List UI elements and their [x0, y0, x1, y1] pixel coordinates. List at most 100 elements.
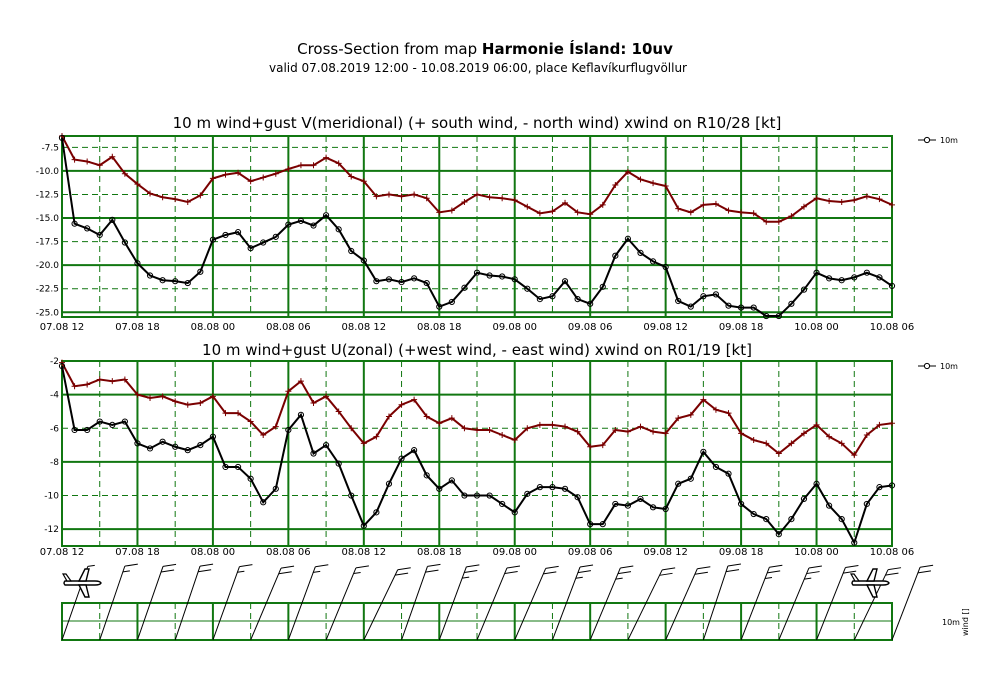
gust-point: [285, 388, 292, 395]
wind-point: [599, 283, 606, 290]
gust-point: [209, 175, 216, 182]
wind-point: [159, 438, 166, 445]
barb-feather: [727, 563, 742, 567]
x-tick-label: 09.08 00: [492, 547, 537, 558]
x-tick-label: 09.08 18: [719, 322, 764, 333]
wind-point: [574, 295, 581, 303]
gust-point: [486, 426, 493, 433]
chart-panel-meridional: 10 m wind+gust V(meridional) (+ south wi…: [36, 114, 958, 333]
gust-point: [59, 359, 65, 366]
wind-point: [888, 282, 896, 289]
wind-point: [209, 433, 217, 440]
wind-point: [411, 447, 418, 454]
wind-point: [310, 222, 317, 229]
x-tick-label: 09.08 12: [643, 547, 688, 558]
y-tick-label: -22.5: [36, 285, 59, 295]
y-tick-label: -20.0: [36, 261, 60, 271]
gust-point: [109, 378, 116, 385]
wind-barb: [287, 564, 329, 641]
gust-point: [209, 393, 216, 400]
barb-shaft: [363, 569, 399, 641]
wind-point: [146, 272, 154, 279]
gust-point: [411, 191, 418, 198]
wind-point: [96, 231, 103, 239]
gust-point: [738, 430, 745, 437]
x-tick-label: 10.08 06: [870, 322, 915, 333]
x-tick-label: 07.08 12: [40, 547, 85, 558]
wind-point: [398, 455, 405, 462]
gust-point: [323, 154, 330, 161]
wind-point: [536, 484, 543, 491]
barb-feather: [280, 565, 295, 569]
gust-point: [637, 176, 644, 183]
wings: [865, 568, 878, 598]
gust-point: [297, 162, 304, 169]
wind-barb: [740, 564, 783, 641]
barb-feather: [239, 564, 253, 568]
y-tick-label: -6: [50, 424, 59, 434]
wind-barb: [702, 563, 742, 641]
gust-point: [323, 393, 330, 400]
gust-point: [436, 209, 443, 216]
gust-point: [637, 423, 644, 430]
x-tick-label: 10.08 00: [794, 322, 839, 333]
x-tick-label: 08.08 00: [191, 547, 236, 558]
gust-point: [511, 197, 518, 204]
wind-point: [637, 495, 644, 503]
wind-barb: [627, 567, 676, 641]
gust-point: [889, 420, 895, 427]
wind-point: [561, 278, 569, 285]
gust-point: [851, 452, 858, 459]
wind-point: [649, 504, 657, 511]
gust-point: [348, 425, 355, 432]
barb-half-feather: [804, 577, 812, 580]
barb-feather: [725, 569, 740, 573]
barb-shaft: [287, 566, 316, 641]
gust-point: [876, 421, 883, 428]
wind-point: [285, 426, 292, 434]
gust-point: [524, 203, 531, 210]
gust-point: [662, 182, 669, 189]
wind-point: [385, 480, 393, 487]
wind-point: [737, 304, 745, 311]
gust-point: [109, 153, 116, 160]
gust-point: [863, 193, 870, 200]
gust-point: [235, 410, 242, 417]
barb-axis-label: wind []: [961, 608, 970, 636]
wind-point: [851, 274, 858, 281]
wind-point: [411, 275, 418, 282]
barb-shaft: [438, 566, 467, 641]
wind-point: [612, 252, 619, 259]
barb-shaft: [778, 567, 810, 641]
wind-point: [360, 257, 367, 264]
y-tick-label: -7.5: [41, 143, 59, 153]
gust-point: [662, 430, 669, 437]
chart-title: 10 m wind+gust U(zonal) (+west wind, - e…: [202, 341, 752, 359]
wind-point: [423, 472, 430, 479]
gust-point: [775, 450, 782, 457]
barb-feather: [806, 571, 820, 575]
gust-point: [436, 420, 443, 427]
wind-point: [838, 277, 845, 284]
wind-point: [813, 269, 820, 276]
y-tick-label: -12: [44, 525, 59, 535]
barb-feather: [124, 563, 138, 567]
wind-point: [385, 276, 393, 283]
wind-point: [121, 239, 128, 246]
gust-point: [612, 182, 619, 189]
barb-feather: [427, 563, 441, 567]
barb-half-feather: [237, 570, 245, 573]
wind-point: [788, 300, 795, 307]
wind-barb: [438, 564, 480, 641]
barb-shaft: [514, 568, 547, 641]
y-tick-label: -25.0: [36, 308, 60, 318]
gust-point: [448, 207, 455, 214]
gust-point: [536, 421, 543, 428]
x-tick-label: 09.08 06: [568, 547, 613, 558]
barb-feather: [697, 566, 711, 570]
gust-point: [260, 432, 267, 438]
wind-barb: [551, 564, 594, 641]
wind-point: [109, 216, 116, 224]
gust-point: [788, 440, 795, 447]
